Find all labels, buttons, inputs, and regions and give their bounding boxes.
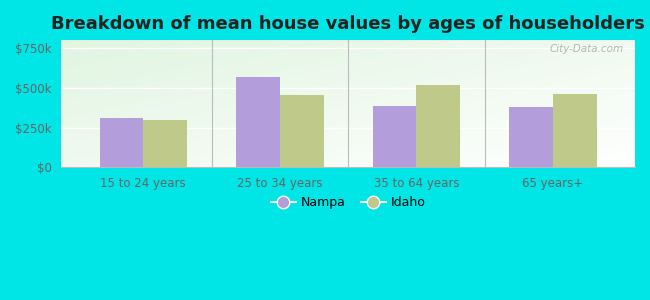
Bar	[236, 77, 280, 167]
Bar	[553, 94, 597, 167]
Bar	[280, 95, 324, 167]
Bar	[510, 107, 553, 167]
Text: City-Data.com: City-Data.com	[549, 44, 623, 54]
Legend: Nampa, Idaho: Nampa, Idaho	[266, 191, 430, 214]
Bar	[372, 106, 417, 167]
Bar	[417, 85, 460, 167]
Title: Breakdown of mean house values by ages of householders: Breakdown of mean house values by ages o…	[51, 15, 645, 33]
Bar	[99, 118, 143, 167]
Bar	[143, 120, 187, 167]
